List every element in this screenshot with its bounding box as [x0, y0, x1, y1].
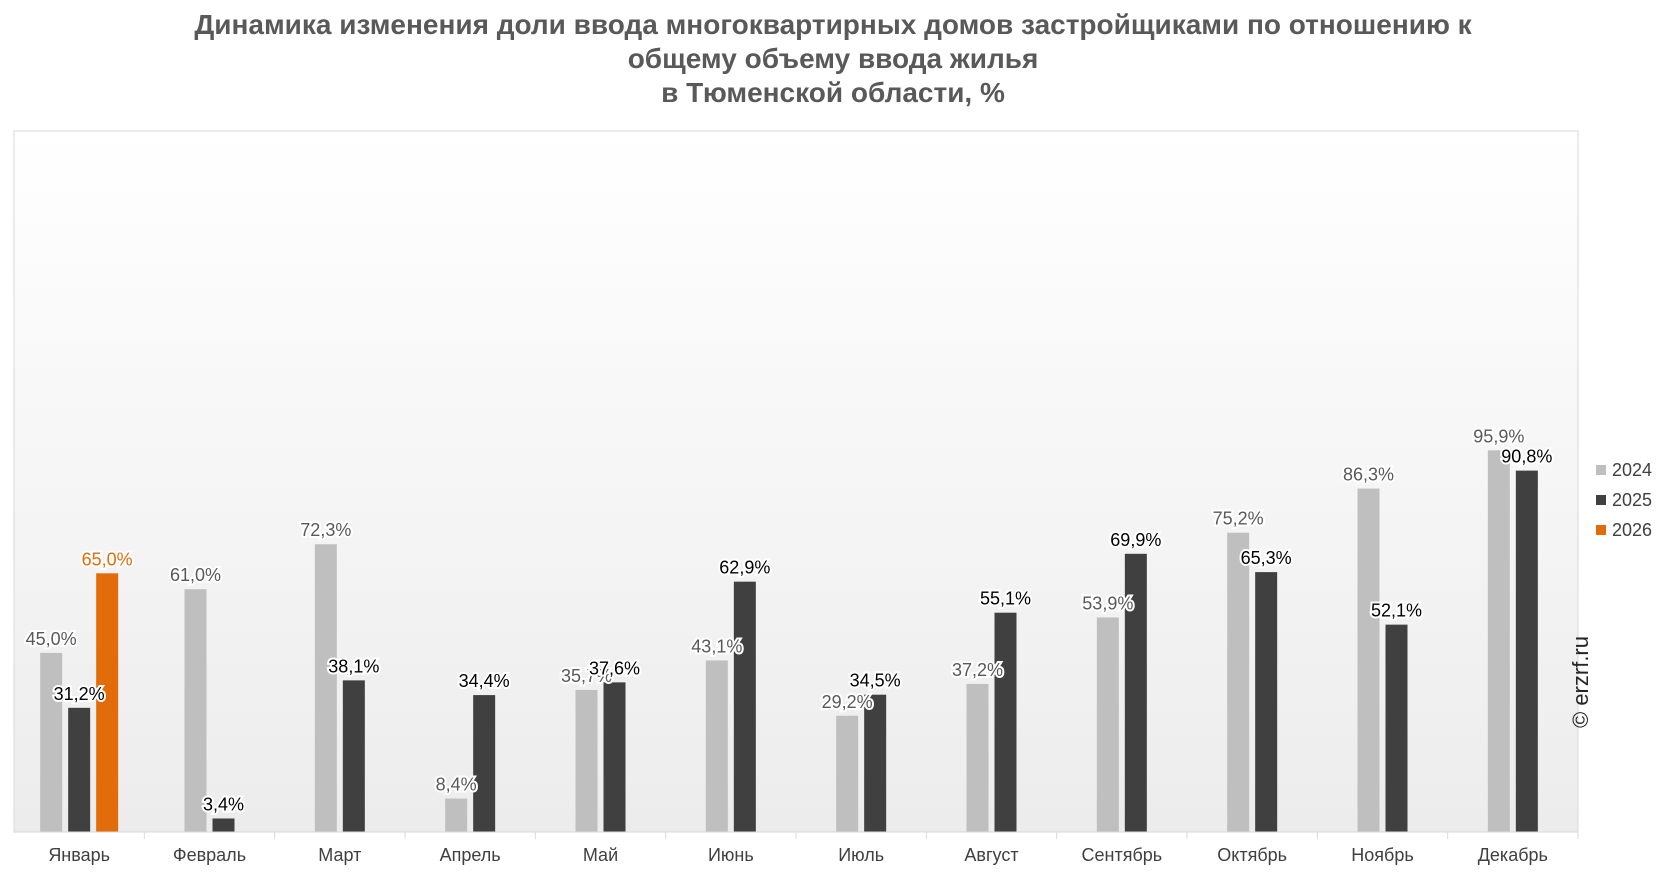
bar-2025: [864, 694, 887, 832]
legend-label-2026: 2026: [1612, 519, 1653, 540]
bar-2025: [473, 695, 496, 832]
x-tick-label: Май: [583, 845, 618, 865]
bar-label-2024: 75,2%: [1213, 509, 1264, 529]
bar-label-2024: 72,3%: [300, 520, 351, 540]
chart-title-line-1: Динамика изменения доли ввода многокварт…: [194, 9, 1472, 40]
x-tick-label: Июнь: [708, 845, 754, 865]
bar-label-2024: 86,3%: [1343, 465, 1394, 485]
bar-2025: [1255, 572, 1278, 832]
bar-label-2026: 65,0%: [82, 549, 133, 569]
legend-swatch-2024: [1596, 465, 1606, 475]
bar-2024: [40, 652, 63, 832]
bar-label-2025: 65,3%: [1241, 548, 1292, 568]
bar-labels-group: 45,0% 31,2% 65,0% 61,0% 3,4% 72,3% 38,1% 8,4% 34…: [24, 424, 1555, 816]
bar-label-2024: 29,2%: [822, 692, 873, 712]
x-labels-group: Январь Февраль Март Апрель Май Июнь Июль Август…: [48, 845, 1548, 865]
bar-label-2025: 55,1%: [980, 589, 1031, 609]
bar-2025: [342, 680, 365, 832]
bar-label-2024: 53,9%: [1082, 593, 1133, 613]
bar-2025: [212, 818, 235, 832]
bar-label-2025: 52,1%: [1371, 601, 1422, 621]
legend-item-2025: 2025: [1596, 485, 1652, 515]
bar-2025: [68, 707, 91, 832]
bar-label-2024: 61,0%: [170, 565, 221, 585]
bar-2025: [994, 612, 1017, 832]
bar-label-2025: 34,5%: [850, 671, 901, 691]
bar-label-2025: 31,2%: [54, 684, 105, 704]
x-tick-label: Февраль: [173, 845, 246, 865]
bar-label-2024: 37,2%: [952, 660, 1003, 680]
x-ticks-group: [143, 832, 1579, 839]
legend-swatch-2025: [1596, 495, 1606, 505]
bar-label-2024: 95,9%: [1473, 426, 1524, 446]
bar-label-2025: 38,1%: [328, 656, 379, 676]
bar-label-2025: 90,8%: [1501, 447, 1552, 467]
bar-2025: [1515, 470, 1538, 832]
bar-2024: [575, 689, 598, 832]
x-tick-label: Апрель: [440, 845, 501, 865]
chart-title-line-3: в Тюменской области, %: [661, 77, 1005, 108]
legend: 2024 2025 2026: [1596, 455, 1652, 545]
legend-item-2026: 2026: [1596, 515, 1652, 545]
bar-2024: [966, 683, 989, 832]
bar-label-2025: 69,9%: [1110, 530, 1161, 550]
bar-2026: [96, 573, 119, 832]
x-tick-label: Август: [964, 845, 1018, 865]
bar-2024: [705, 660, 728, 832]
x-tick-label: Март: [318, 845, 361, 865]
plot-area: [13, 130, 1579, 833]
bar-label-2025: 37,6%: [589, 658, 640, 678]
legend-item-2024: 2024: [1596, 455, 1652, 485]
bar-label-2024: 45,0%: [26, 629, 77, 649]
legend-label-2025: 2025: [1612, 489, 1653, 510]
chart-title-line-2: общему объему ввода жилья: [627, 43, 1039, 74]
bar-label-2024: 35,7%: [561, 666, 612, 686]
x-tick-label: Октябрь: [1217, 845, 1287, 865]
x-tick-label: Декабрь: [1478, 845, 1548, 865]
bar-label-2024: 43,1%: [691, 636, 742, 656]
bar-2025: [603, 682, 626, 832]
x-tick-label: Сентябрь: [1082, 845, 1163, 865]
bar-label-2025: 3,4%: [203, 794, 244, 814]
bar-2024: [445, 798, 468, 832]
bar-2024: [1096, 617, 1119, 832]
bar-2024: [1357, 488, 1380, 832]
bar-2025: [733, 581, 756, 832]
chart-title: Динамика изменения доли ввода многокварт…: [0, 8, 1666, 110]
bar-2025: [1124, 553, 1147, 832]
legend-label-2024: 2024: [1612, 459, 1653, 480]
bar-label-2025: 62,9%: [719, 558, 770, 578]
bar-2024: [184, 589, 207, 832]
x-tick-label: Июль: [838, 845, 884, 865]
legend-swatch-2026: [1596, 525, 1606, 535]
x-tick-label: Январь: [48, 845, 110, 865]
bar-2024: [314, 544, 337, 832]
bar-2025: [1385, 624, 1408, 832]
bar-label-2024: 8,4%: [436, 775, 477, 795]
bar-label-2025: 34,4%: [459, 671, 510, 691]
watermark: © erzrf.ru: [1568, 636, 1593, 728]
bar-2024: [1487, 450, 1510, 832]
bar-2024: [836, 715, 859, 832]
bar-2024: [1227, 532, 1250, 832]
bars-group: [40, 450, 1538, 832]
x-tick-label: Ноябрь: [1351, 845, 1413, 865]
